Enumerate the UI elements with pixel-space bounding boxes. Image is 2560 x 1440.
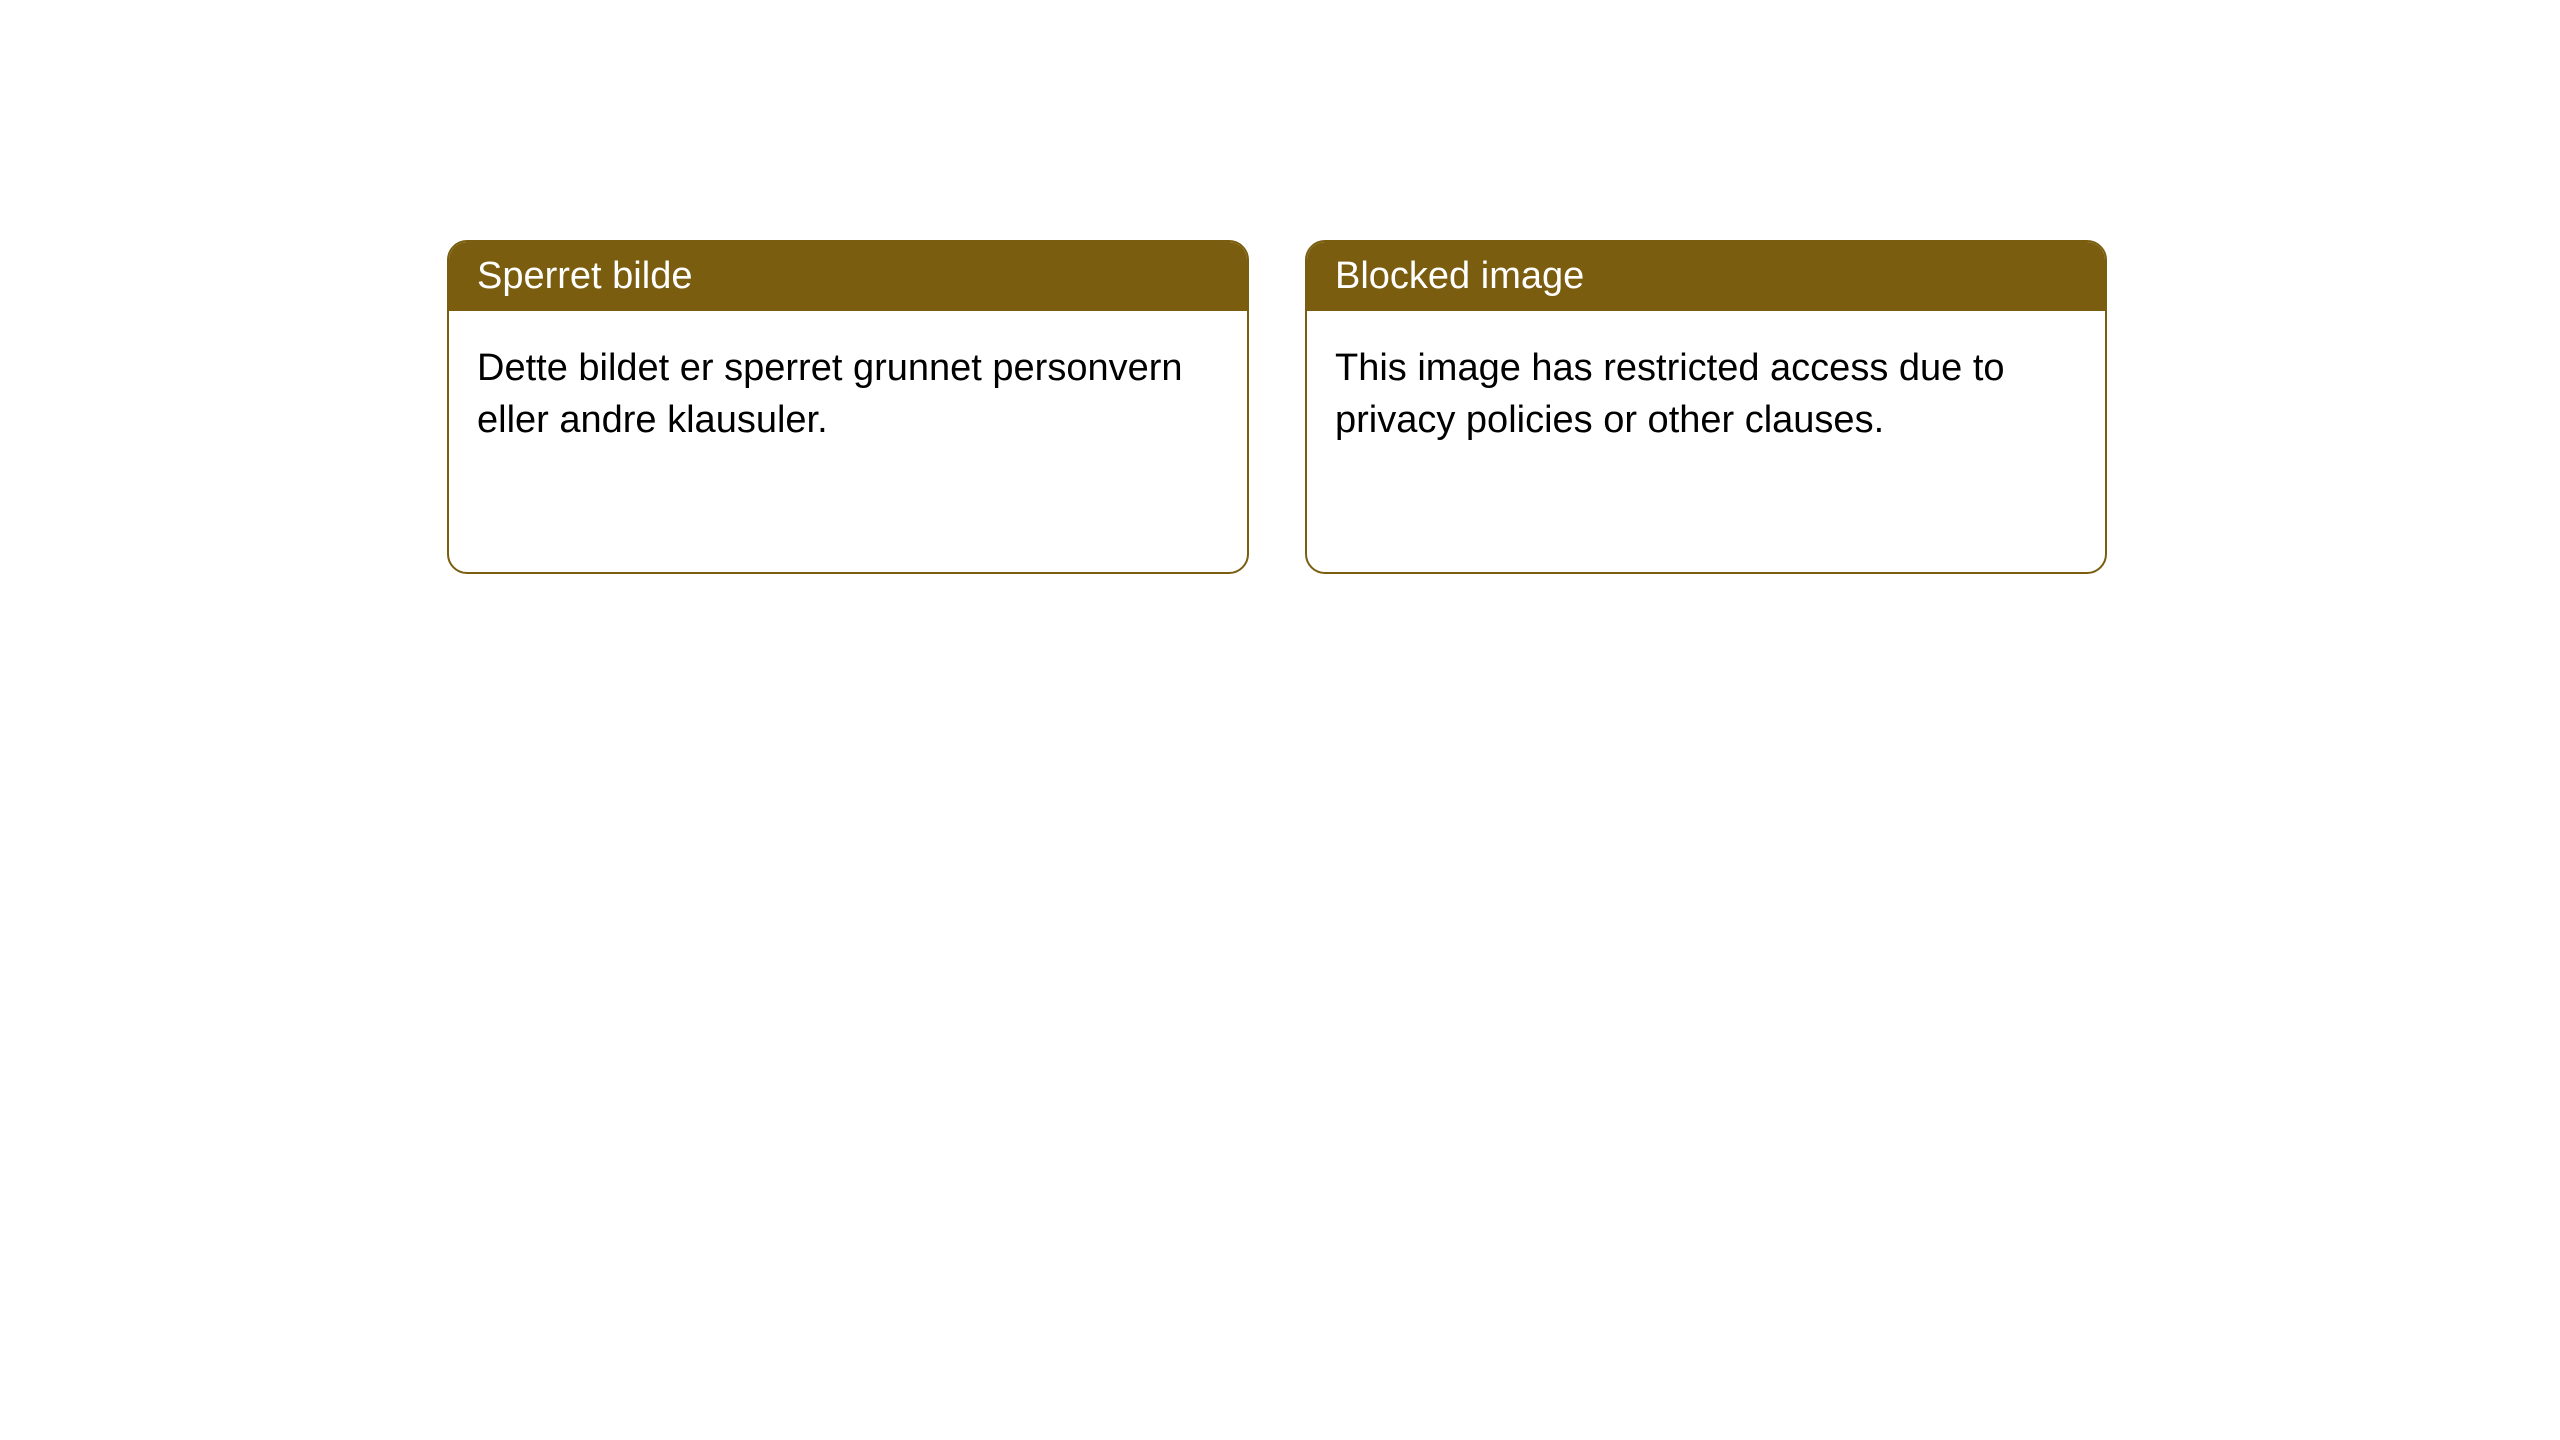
notice-header-english: Blocked image bbox=[1307, 242, 2105, 311]
notice-body-norwegian: Dette bildet er sperret grunnet personve… bbox=[449, 311, 1247, 478]
notices-container: Sperret bilde Dette bildet er sperret gr… bbox=[0, 0, 2560, 574]
notice-body-english: This image has restricted access due to … bbox=[1307, 311, 2105, 478]
notice-card-english: Blocked image This image has restricted … bbox=[1305, 240, 2107, 574]
notice-card-norwegian: Sperret bilde Dette bildet er sperret gr… bbox=[447, 240, 1249, 574]
notice-header-norwegian: Sperret bilde bbox=[449, 242, 1247, 311]
